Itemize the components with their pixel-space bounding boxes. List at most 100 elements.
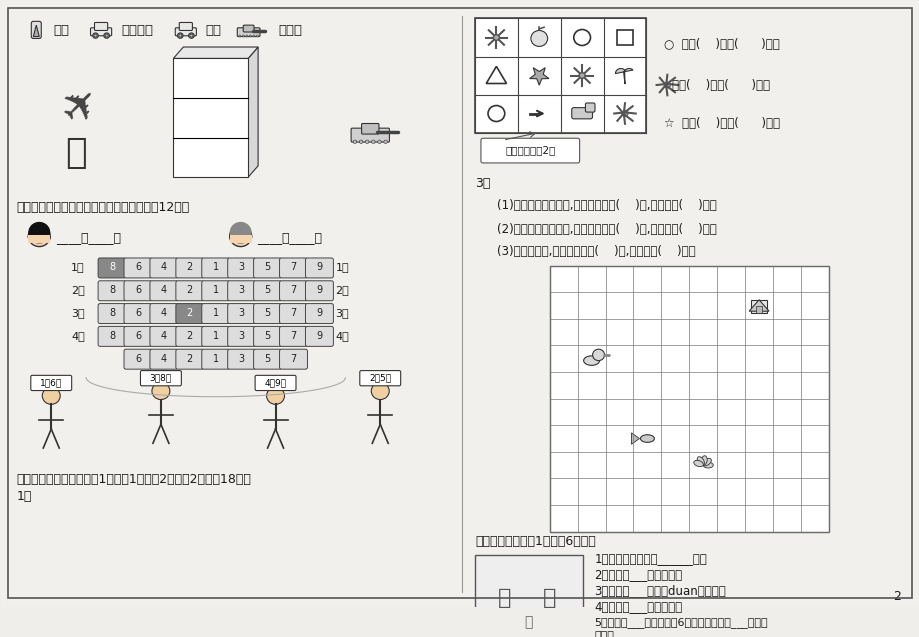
- Text: 4、妈妈的___边是爸爸。: 4、妈妈的___边是爸爸。: [594, 600, 682, 613]
- Polygon shape: [33, 25, 40, 36]
- Ellipse shape: [640, 434, 653, 442]
- Text: 3排8号: 3排8号: [150, 374, 172, 383]
- FancyBboxPatch shape: [150, 258, 177, 278]
- FancyBboxPatch shape: [305, 326, 333, 347]
- FancyBboxPatch shape: [305, 281, 333, 301]
- Bar: [550, 266, 828, 532]
- Text: 3、爸爸用___手端（duan）饭碗。: 3、爸爸用___手端（duan）饭碗。: [594, 584, 726, 597]
- Circle shape: [152, 382, 170, 399]
- Text: 9: 9: [316, 308, 323, 318]
- Bar: [474, 555, 582, 637]
- Text: 的上面，: 的上面，: [121, 24, 153, 38]
- Text: 4: 4: [161, 331, 166, 341]
- Text: 🚘: 🚘: [65, 136, 87, 171]
- FancyBboxPatch shape: [279, 258, 307, 278]
- Text: 8: 8: [108, 285, 115, 296]
- FancyBboxPatch shape: [254, 258, 281, 278]
- Text: 在第(    )行第(      )个；: 在第( )行第( )个；: [672, 78, 769, 92]
- Circle shape: [664, 82, 670, 88]
- Text: 2排: 2排: [335, 285, 348, 296]
- Circle shape: [383, 140, 387, 143]
- Text: 1、: 1、: [17, 490, 31, 503]
- Circle shape: [378, 140, 380, 143]
- Text: 4排: 4排: [71, 331, 85, 341]
- Text: 7: 7: [290, 308, 296, 318]
- FancyBboxPatch shape: [201, 258, 230, 278]
- FancyBboxPatch shape: [228, 349, 255, 369]
- Text: 3: 3: [238, 285, 244, 296]
- FancyBboxPatch shape: [237, 28, 260, 36]
- FancyBboxPatch shape: [279, 281, 307, 301]
- FancyBboxPatch shape: [124, 349, 152, 369]
- Text: 4: 4: [161, 285, 166, 296]
- FancyBboxPatch shape: [176, 304, 203, 324]
- Ellipse shape: [583, 356, 599, 366]
- Text: 七、吃午饭（每空1分，共6分）。: 七、吃午饭（每空1分，共6分）。: [474, 534, 596, 548]
- Text: 4排: 4排: [335, 331, 348, 341]
- Circle shape: [177, 33, 183, 38]
- FancyBboxPatch shape: [124, 304, 152, 324]
- Circle shape: [365, 140, 369, 143]
- Text: (2)小鸭要想吃掉白菜,可以先向上走(    )格,再向左走(    )格。: (2)小鸭要想吃掉白菜,可以先向上走( )格,再向左走( )格。: [496, 223, 716, 236]
- Text: 3: 3: [238, 354, 244, 364]
- Text: 父: 父: [542, 588, 556, 608]
- FancyBboxPatch shape: [31, 22, 41, 38]
- Text: 1排: 1排: [71, 262, 85, 273]
- Text: 6: 6: [135, 285, 141, 296]
- Text: 2: 2: [187, 331, 193, 341]
- Polygon shape: [630, 433, 639, 444]
- FancyBboxPatch shape: [228, 258, 255, 278]
- FancyBboxPatch shape: [254, 304, 281, 324]
- FancyBboxPatch shape: [98, 281, 126, 301]
- Text: 2: 2: [187, 354, 193, 364]
- Circle shape: [578, 73, 584, 78]
- Text: 2: 2: [187, 262, 193, 273]
- Text: 6: 6: [135, 331, 141, 341]
- Text: 男孩。: 男孩。: [594, 631, 614, 637]
- FancyBboxPatch shape: [481, 138, 579, 163]
- Text: 3: 3: [238, 331, 244, 341]
- Bar: [750, 300, 766, 313]
- FancyBboxPatch shape: [98, 258, 126, 278]
- Text: 7: 7: [290, 354, 296, 364]
- Text: 7: 7: [290, 331, 296, 341]
- Text: 2: 2: [891, 590, 900, 603]
- Bar: [474, 18, 646, 132]
- Circle shape: [28, 225, 51, 247]
- FancyBboxPatch shape: [90, 28, 111, 36]
- Text: 五、电影院里（找坐位填空，并连线）。（12分）: 五、电影院里（找坐位填空，并连线）。（12分）: [17, 201, 189, 214]
- Circle shape: [189, 34, 193, 37]
- Circle shape: [188, 33, 194, 38]
- Circle shape: [621, 111, 628, 117]
- Text: ○  在第(    )行第(      )个；: ○ 在第( )行第( )个；: [664, 38, 779, 51]
- FancyBboxPatch shape: [150, 349, 177, 369]
- Circle shape: [28, 222, 51, 243]
- Text: 7: 7: [290, 285, 296, 296]
- Circle shape: [493, 34, 499, 40]
- FancyBboxPatch shape: [201, 349, 230, 369]
- Text: 5: 5: [264, 331, 270, 341]
- Text: 1: 1: [212, 354, 219, 364]
- FancyBboxPatch shape: [243, 25, 254, 32]
- FancyBboxPatch shape: [98, 326, 126, 347]
- Circle shape: [592, 349, 604, 361]
- Text: 4: 4: [161, 262, 166, 273]
- Text: 2排5号: 2排5号: [369, 374, 391, 383]
- FancyBboxPatch shape: [30, 375, 72, 390]
- Text: 3: 3: [238, 262, 244, 273]
- Circle shape: [178, 34, 181, 37]
- Text: 6: 6: [135, 308, 141, 318]
- FancyBboxPatch shape: [305, 304, 333, 324]
- FancyBboxPatch shape: [141, 371, 181, 386]
- Text: 8: 8: [108, 308, 115, 318]
- Text: 5: 5: [264, 308, 270, 318]
- Circle shape: [358, 140, 362, 143]
- FancyBboxPatch shape: [176, 28, 196, 36]
- FancyBboxPatch shape: [95, 22, 108, 31]
- Text: ____排____号: ____排____号: [56, 231, 121, 243]
- Text: 我在第一行第2个: 我在第一行第2个: [505, 146, 555, 155]
- Text: 3: 3: [238, 308, 244, 318]
- FancyBboxPatch shape: [584, 103, 595, 112]
- FancyBboxPatch shape: [124, 326, 152, 347]
- Text: 2: 2: [187, 285, 193, 296]
